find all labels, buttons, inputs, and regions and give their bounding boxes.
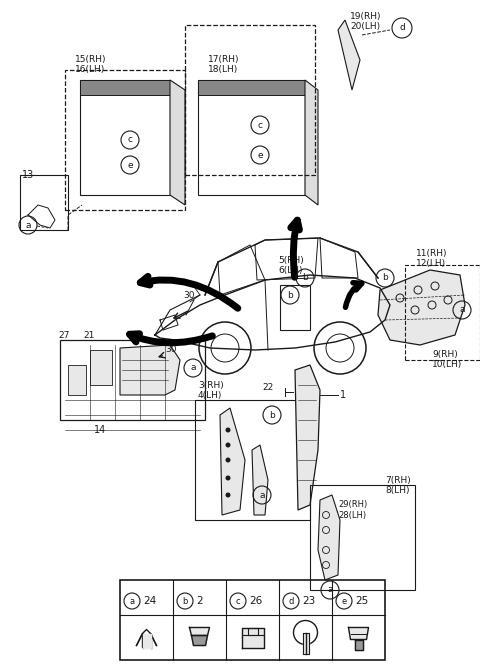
Text: 24: 24: [143, 596, 156, 606]
Text: 20(LH): 20(LH): [350, 22, 380, 32]
Text: 27: 27: [58, 331, 70, 339]
Text: d: d: [288, 597, 294, 605]
Text: b: b: [302, 274, 308, 282]
Text: a: a: [130, 597, 134, 605]
Circle shape: [226, 442, 230, 448]
Polygon shape: [252, 445, 268, 515]
Text: e: e: [127, 161, 133, 169]
Polygon shape: [120, 345, 180, 395]
Bar: [65, 70, 185, 210]
Text: 29(RH)
28(LH): 29(RH) 28(LH): [338, 500, 367, 519]
Text: 15(RH)
16(LH): 15(RH) 16(LH): [75, 55, 107, 75]
Circle shape: [226, 476, 230, 480]
Text: 7(RH)
8(LH): 7(RH) 8(LH): [385, 476, 411, 495]
Text: 2: 2: [196, 596, 203, 606]
Text: e: e: [257, 151, 263, 159]
Text: 3(RH)
4(LH): 3(RH) 4(LH): [198, 380, 224, 400]
Circle shape: [226, 458, 230, 462]
Text: a: a: [259, 491, 265, 499]
Polygon shape: [302, 632, 309, 653]
Text: a: a: [327, 585, 333, 595]
Text: a: a: [190, 364, 196, 372]
Polygon shape: [198, 80, 305, 95]
Text: b: b: [382, 274, 388, 282]
Polygon shape: [192, 636, 207, 646]
Text: e: e: [341, 597, 347, 605]
Bar: [120, 580, 385, 660]
Bar: [310, 485, 415, 590]
Circle shape: [226, 493, 230, 497]
Bar: [60, 340, 205, 420]
Bar: [68, 365, 86, 395]
Text: 1: 1: [340, 390, 346, 400]
Polygon shape: [170, 80, 185, 205]
Polygon shape: [305, 80, 318, 205]
Text: c: c: [257, 120, 263, 130]
Text: c: c: [236, 597, 240, 605]
Text: 14: 14: [94, 425, 106, 435]
Text: 19(RH): 19(RH): [350, 11, 382, 21]
Bar: [195, 400, 310, 520]
Polygon shape: [220, 408, 245, 515]
Polygon shape: [378, 270, 465, 345]
Text: 26: 26: [249, 596, 262, 606]
Polygon shape: [355, 640, 362, 650]
Text: a: a: [459, 306, 465, 314]
Text: 13: 13: [22, 170, 34, 180]
Text: 23: 23: [302, 596, 315, 606]
Text: a: a: [25, 220, 31, 230]
Text: 9(RH)
10(LH): 9(RH) 10(LH): [432, 350, 462, 370]
Polygon shape: [318, 495, 340, 580]
Polygon shape: [338, 20, 360, 90]
Bar: [20, 175, 68, 230]
Text: 22: 22: [263, 384, 274, 392]
Text: b: b: [269, 411, 275, 419]
Text: b: b: [182, 597, 188, 605]
Bar: [185, 25, 315, 175]
Text: b: b: [287, 290, 293, 300]
Text: 21: 21: [83, 331, 95, 339]
Polygon shape: [348, 628, 369, 640]
Text: 11(RH)
12(LH): 11(RH) 12(LH): [416, 249, 447, 268]
Bar: [280, 285, 310, 330]
Circle shape: [226, 427, 230, 433]
Text: 30: 30: [183, 290, 194, 300]
Text: d: d: [399, 24, 405, 32]
Polygon shape: [241, 628, 264, 648]
Text: 17(RH)
18(LH): 17(RH) 18(LH): [208, 55, 240, 75]
Polygon shape: [295, 365, 320, 510]
Polygon shape: [143, 634, 151, 648]
Text: 25: 25: [355, 596, 368, 606]
Text: c: c: [128, 136, 132, 144]
Polygon shape: [80, 80, 170, 95]
Polygon shape: [190, 628, 209, 636]
Text: 5(RH)
6(LH): 5(RH) 6(LH): [278, 255, 304, 275]
Text: 30: 30: [165, 345, 177, 355]
Bar: [405, 265, 480, 360]
Bar: [90, 350, 112, 385]
